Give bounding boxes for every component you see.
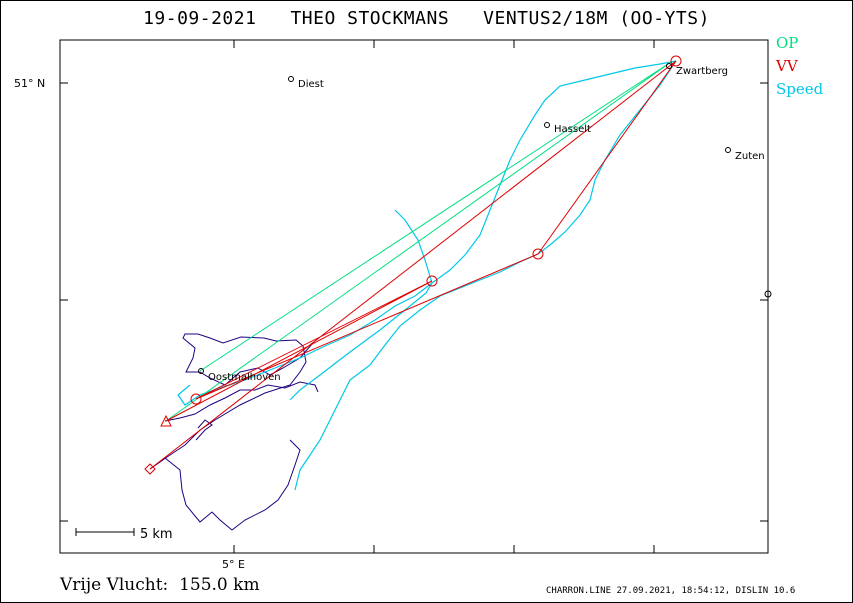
render-meta: CHARRON.LINE 27.09.2021, 18:54:12, DISLI… <box>546 586 796 596</box>
legend-speed: Speed <box>776 80 823 98</box>
place-zwartberg: Zwartberg <box>676 66 728 77</box>
op-line <box>165 61 672 422</box>
flight-title: 19-09-2021 THEO STOCKMANS VENTUS2/18M (O… <box>143 8 710 29</box>
legend-op-label: OP <box>776 34 799 52</box>
lat-label: 51° N <box>14 77 45 90</box>
legend-speed-label: Speed <box>776 80 824 98</box>
legend-op: OP <box>776 34 798 52</box>
scale-bar-label: 5 km <box>140 527 173 542</box>
turnpoint-markers <box>144 55 682 475</box>
axis-ticks <box>60 40 768 553</box>
legend-vv-label: VV <box>776 57 798 75</box>
vv-line <box>149 60 677 470</box>
track-dark <box>149 333 319 531</box>
place-diest: Diest <box>298 79 324 90</box>
flight-distance: Vrije Vlucht: 155.0 km <box>60 575 260 595</box>
place-oostmalhoven: Oostmalhoven <box>208 372 281 383</box>
place-zutendaal: Zuten <box>735 151 765 162</box>
track-speed <box>177 60 677 491</box>
place-markers <box>198 63 772 374</box>
legend-vv: VV <box>776 57 798 75</box>
place-hasselt: Hasselt <box>554 124 591 135</box>
lon-label: 5° E <box>222 558 245 571</box>
scale-bar <box>75 528 135 536</box>
